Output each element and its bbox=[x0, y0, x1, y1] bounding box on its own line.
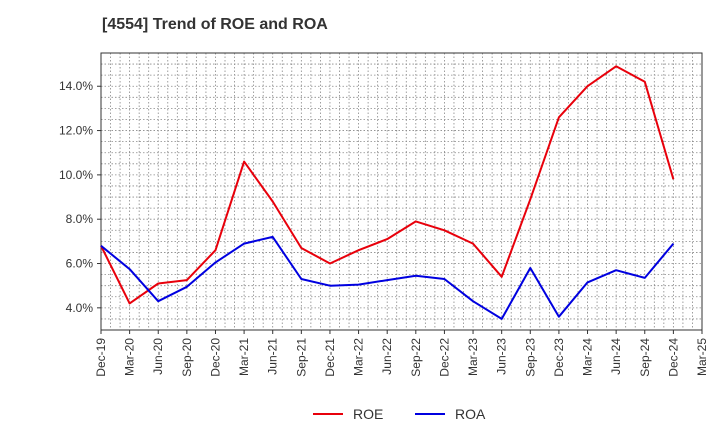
x-tick-label: Mar-23 bbox=[466, 338, 480, 376]
x-tick-label: Sep-23 bbox=[523, 338, 537, 377]
x-tick-label: Jun-23 bbox=[495, 338, 509, 375]
legend-label-roa: ROA bbox=[455, 406, 486, 422]
x-tick-label: Jun-24 bbox=[609, 338, 623, 375]
x-tick-label: Dec-19 bbox=[94, 338, 108, 377]
x-tick-label: Sep-21 bbox=[294, 338, 308, 377]
x-tick-label: Mar-21 bbox=[237, 338, 251, 376]
y-tick-label: 10.0% bbox=[59, 168, 93, 182]
plot-frame bbox=[100, 52, 703, 331]
x-tick-label: Dec-20 bbox=[208, 338, 222, 377]
x-tick-label: Mar-20 bbox=[123, 338, 137, 376]
x-tick-label: Mar-25 bbox=[695, 338, 709, 376]
legend-label-roe: ROE bbox=[353, 406, 383, 422]
x-tick-label: Jun-21 bbox=[266, 338, 280, 375]
plot-area bbox=[101, 53, 702, 330]
y-tick-label: 6.0% bbox=[66, 257, 94, 271]
x-tick-label: Mar-24 bbox=[581, 338, 595, 376]
x-tick-label: Jun-20 bbox=[151, 338, 165, 375]
x-tick-label: Sep-20 bbox=[180, 338, 194, 377]
y-tick-label: 4.0% bbox=[66, 301, 94, 315]
series-line-roa bbox=[100, 235, 675, 320]
x-tick-label: Sep-22 bbox=[409, 338, 423, 377]
x-tick-label: Dec-21 bbox=[323, 338, 337, 377]
y-tick-label: 14.0% bbox=[59, 79, 93, 93]
y-tick-label: 8.0% bbox=[66, 212, 94, 226]
x-tick-label: Dec-23 bbox=[552, 338, 566, 377]
y-tick-label: 12.0% bbox=[59, 124, 93, 138]
series-line-roe bbox=[100, 65, 675, 305]
x-tick-label: Sep-24 bbox=[638, 338, 652, 377]
x-tick-label: Dec-22 bbox=[437, 338, 451, 377]
x-tick-label: Mar-22 bbox=[352, 338, 366, 376]
chart-title: [4554] Trend of ROE and ROA bbox=[102, 16, 328, 33]
x-tick-label: Dec-24 bbox=[666, 338, 680, 377]
x-tick-label: Jun-22 bbox=[380, 338, 394, 375]
